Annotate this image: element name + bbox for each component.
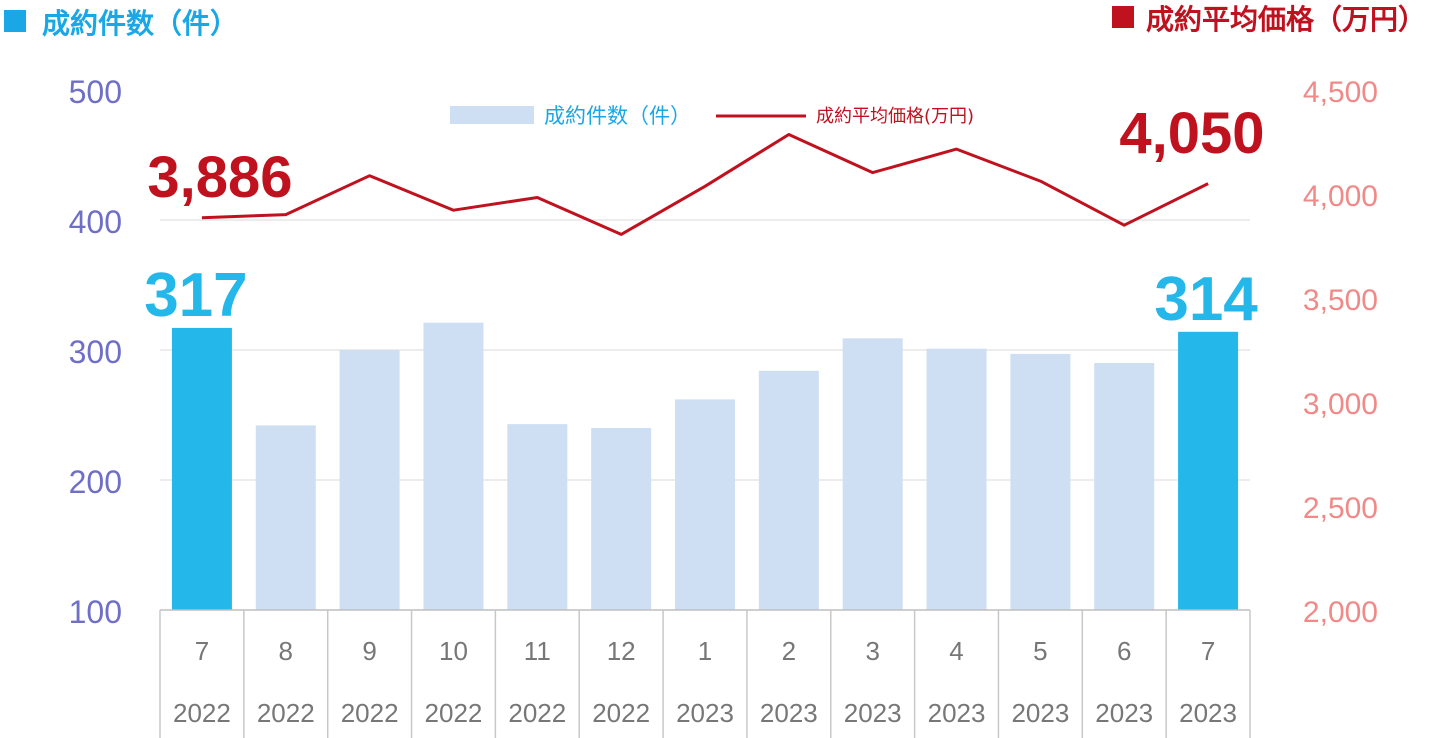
month-label: 5	[1033, 636, 1047, 666]
year-label: 2022	[508, 698, 566, 728]
bar-highlight	[171, 327, 232, 610]
year-label: 2022	[592, 698, 650, 728]
bar	[926, 348, 987, 610]
first-price-value-label: 3,886	[147, 145, 292, 210]
right-axis-tick-label: 3,000	[1303, 388, 1378, 421]
left-axis-title: 成約件数（件）	[42, 7, 239, 40]
year-label: 2022	[341, 698, 399, 728]
right-axis-tick-label: 2,000	[1303, 596, 1378, 629]
price-line	[201, 133, 1209, 236]
bar	[339, 350, 400, 610]
bar	[675, 399, 735, 610]
right-axis-tick-label: 4,500	[1303, 76, 1378, 109]
year-label: 2023	[928, 698, 986, 728]
left-axis-tick-label: 300	[69, 334, 122, 370]
month-label: 7	[1201, 636, 1215, 666]
last-price-value-label: 4,050	[1119, 101, 1264, 166]
left-legend-square	[4, 10, 26, 32]
bar	[255, 425, 316, 610]
bar	[591, 428, 652, 610]
right-axis-tick-label: 4,000	[1303, 180, 1378, 213]
bar	[507, 424, 568, 610]
left-axis-tick-label: 200	[69, 464, 122, 500]
month-label: 12	[607, 636, 636, 666]
bar	[842, 338, 903, 610]
bar	[1010, 353, 1071, 610]
month-label: 9	[362, 636, 376, 666]
legend-bar-swatch	[450, 106, 534, 124]
legend-bar-label: 成約件数（件）	[544, 104, 691, 128]
month-label: 8	[279, 636, 293, 666]
month-label: 3	[865, 636, 879, 666]
bar	[423, 322, 484, 610]
year-label: 2023	[760, 698, 818, 728]
right-axis-tick-label: 2,500	[1303, 492, 1378, 525]
right-axis-tick-label: 3,500	[1303, 284, 1378, 317]
left-axis-tick-label: 100	[69, 594, 122, 630]
year-label: 2022	[425, 698, 483, 728]
bar	[1094, 363, 1155, 610]
year-label: 2023	[676, 698, 734, 728]
right-legend-square	[1112, 6, 1134, 28]
month-label: 10	[439, 636, 468, 666]
month-label: 7	[195, 636, 209, 666]
right-axis-title: 成約平均価格（万円）	[1146, 3, 1427, 36]
year-label: 2023	[844, 698, 902, 728]
last-bar-value-label: 314	[1154, 265, 1258, 334]
month-label: 4	[949, 636, 963, 666]
first-bar-value-label: 317	[144, 261, 247, 330]
month-label: 1	[698, 636, 712, 666]
year-label: 2023	[1095, 698, 1153, 728]
left-axis-tick-label: 500	[69, 74, 122, 110]
month-label: 2	[782, 636, 796, 666]
legend-line-label: 成約平均価格(万円)	[816, 106, 974, 127]
bar	[758, 370, 819, 610]
year-label: 2023	[1011, 698, 1069, 728]
month-label: 11	[524, 636, 551, 666]
month-label: 6	[1117, 636, 1131, 666]
left-axis-tick-label: 400	[69, 204, 122, 240]
year-label: 2022	[173, 698, 231, 728]
year-label: 2023	[1179, 698, 1237, 728]
year-label: 2022	[257, 698, 315, 728]
bar-highlight	[1178, 331, 1239, 610]
